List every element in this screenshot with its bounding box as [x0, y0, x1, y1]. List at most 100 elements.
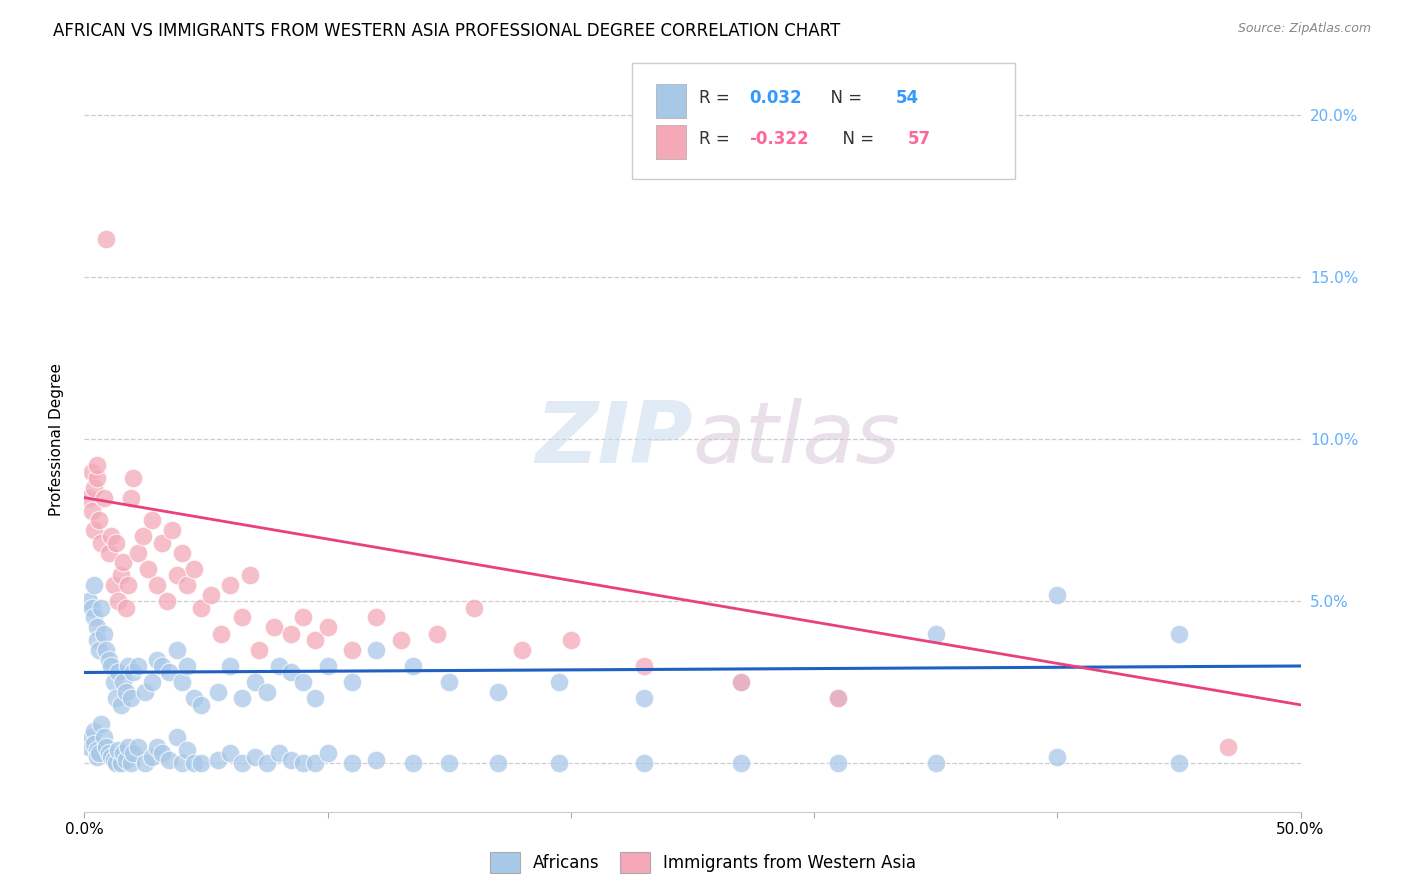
Point: [86, 620, 108, 634]
Point: [90, 536, 112, 550]
Point: [83, 723, 105, 738]
Point: [200, 588, 222, 602]
Point: [730, 675, 752, 690]
Point: [103, 675, 125, 690]
Text: R =: R =: [699, 89, 734, 107]
Point: [120, 756, 142, 771]
Point: [256, 756, 278, 771]
Point: [117, 659, 139, 673]
Point: [316, 747, 339, 761]
Point: [103, 578, 125, 592]
Point: [463, 600, 485, 615]
Point: [267, 659, 290, 673]
Point: [547, 675, 569, 690]
Point: [239, 568, 262, 582]
Text: -0.322: -0.322: [749, 130, 810, 148]
Point: [209, 626, 232, 640]
Point: [176, 659, 198, 673]
Point: [114, 685, 136, 699]
Point: [207, 753, 229, 767]
Point: [141, 513, 163, 527]
Legend: Africans, Immigrants from Western Asia: Africans, Immigrants from Western Asia: [484, 846, 922, 880]
Point: [1167, 756, 1189, 771]
Point: [127, 659, 149, 673]
Point: [170, 675, 193, 690]
Point: [243, 749, 266, 764]
Point: [304, 691, 326, 706]
Point: [100, 659, 122, 673]
Point: [86, 743, 108, 757]
Point: [117, 578, 139, 592]
Point: [77, 491, 100, 505]
Point: [1046, 749, 1069, 764]
Point: [80, 465, 103, 479]
Point: [107, 743, 129, 757]
Point: [402, 659, 425, 673]
Point: [219, 578, 242, 592]
Point: [104, 536, 127, 550]
Point: [633, 691, 655, 706]
Point: [366, 610, 388, 624]
Point: [190, 756, 212, 771]
Point: [170, 546, 193, 560]
Point: [141, 749, 163, 764]
Point: [827, 691, 849, 706]
Point: [280, 665, 302, 680]
Point: [112, 675, 135, 690]
Text: AFRICAN VS IMMIGRANTS FROM WESTERN ASIA PROFESSIONAL DEGREE CORRELATION CHART: AFRICAN VS IMMIGRANTS FROM WESTERN ASIA …: [53, 22, 841, 40]
Point: [103, 753, 125, 767]
Point: [83, 610, 105, 624]
Point: [104, 691, 127, 706]
Point: [1167, 626, 1189, 640]
Point: [183, 562, 205, 576]
Point: [170, 756, 193, 771]
Point: [112, 555, 135, 569]
Point: [547, 756, 569, 771]
Point: [510, 642, 533, 657]
Point: [117, 739, 139, 754]
Point: [86, 471, 108, 485]
Point: [97, 546, 120, 560]
Point: [80, 730, 103, 744]
Point: [83, 481, 105, 495]
Point: [176, 578, 198, 592]
Point: [183, 691, 205, 706]
Point: [127, 546, 149, 560]
Point: [100, 529, 122, 543]
Point: [366, 642, 388, 657]
Point: [263, 620, 285, 634]
Point: [132, 529, 155, 543]
Point: [96, 642, 118, 657]
Point: [231, 691, 253, 706]
Point: [80, 503, 103, 517]
Point: [243, 675, 266, 690]
Point: [340, 756, 363, 771]
Point: [292, 610, 315, 624]
Point: [633, 756, 655, 771]
Point: [114, 600, 136, 615]
Point: [389, 633, 412, 648]
Point: [426, 626, 449, 640]
Point: [402, 756, 425, 771]
Point: [280, 626, 302, 640]
Point: [80, 600, 103, 615]
Point: [150, 659, 173, 673]
Point: [439, 756, 461, 771]
Point: [120, 491, 142, 505]
Point: [925, 626, 948, 640]
Point: [77, 739, 100, 754]
Point: [292, 756, 315, 771]
Point: [730, 675, 752, 690]
Point: [93, 730, 115, 744]
Point: [110, 756, 132, 771]
Point: [86, 633, 108, 648]
Point: [97, 652, 120, 666]
Point: [120, 691, 142, 706]
Point: [176, 743, 198, 757]
Point: [249, 642, 271, 657]
Point: [141, 675, 163, 690]
Point: [633, 659, 655, 673]
Point: [292, 675, 315, 690]
Point: [340, 675, 363, 690]
Point: [340, 642, 363, 657]
